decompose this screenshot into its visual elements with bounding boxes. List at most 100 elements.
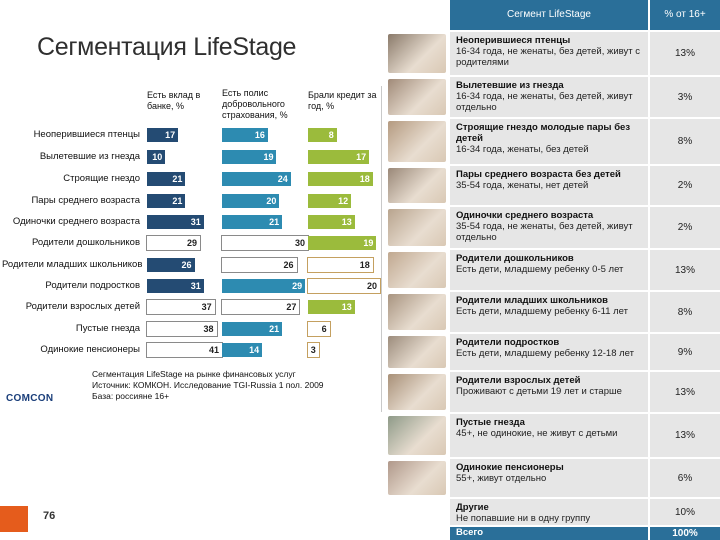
total-row: Всего 100%: [388, 527, 720, 540]
segment-photo: [388, 121, 446, 162]
segment-criteria: 45+, не одинокие, не живут с детьми: [456, 428, 618, 439]
chart-bar: 21: [147, 172, 186, 186]
segment-photo: [388, 336, 446, 368]
segment-pct: 13%: [650, 250, 720, 290]
segment-description-cell: Вылетевшие из гнезда 16-34 года, не женат…: [450, 77, 648, 117]
chart-row-label: Родители подростков: [45, 280, 140, 291]
segment-description-cell: Родители взрослых детей Проживают с детьм…: [450, 372, 648, 412]
segment-pct: 8%: [650, 119, 720, 164]
chart-row-label: Родители младших школьников: [2, 259, 143, 270]
segment-pct: 6%: [650, 459, 720, 497]
total-label: Всего: [456, 527, 484, 538]
footnote-line: Сегментация LifeStage на рынке финансовы…: [92, 369, 296, 379]
table-row: Одиночки среднего возраста 35-54 года, не…: [388, 207, 720, 248]
chart-bar: 16: [222, 128, 268, 142]
segment-pct: 2%: [650, 207, 720, 248]
segment-name: Родители дошкольников: [456, 253, 574, 264]
table-row: Одинокие пенсионеры 55+, живут отдельно 6%: [388, 459, 720, 497]
segment-pct: 2%: [650, 166, 720, 205]
segment-photo: [388, 79, 446, 115]
chart-bar: 10: [147, 150, 166, 164]
legend-deposit: Есть вклад в банке, %: [147, 90, 201, 111]
table-row: Пустые гнезда 45+, не одинокие, не живут …: [388, 414, 720, 457]
chart-bar: 31: [147, 279, 204, 293]
page-title: Сегментация LifeStage: [37, 33, 297, 61]
segment-description-cell: Родители дошкольников Есть дети, младшему…: [450, 250, 648, 290]
segment-photo: [388, 252, 446, 288]
segment-criteria: 16-34 года, женаты, без детей: [456, 144, 589, 155]
segment-name: Пары среднего возраста без детей: [456, 169, 621, 180]
table-row: Строящие гнездо молодые пары без детей 16…: [388, 119, 720, 164]
chart-bar: 21: [222, 215, 283, 229]
chart-bar: 17: [308, 150, 370, 164]
segment-pct: 3%: [650, 77, 720, 117]
segment-criteria: 16-34 года, не женаты, без детей, живут …: [456, 46, 640, 68]
segment-criteria: Есть дети, младшему ребенку 6-11 лет: [456, 306, 628, 317]
segment-description-cell: Другие Не попавшие ни в одну группу: [450, 499, 648, 525]
table-header: Сегмент LifeStage % от 16+: [450, 0, 720, 30]
page-number: 76: [43, 510, 56, 522]
chart-row-label: Родители дошкольников: [32, 237, 140, 248]
chart-row-label: Одинокие пенсионеры: [40, 344, 140, 355]
segment-name: Неоперившиеся птенцы: [456, 35, 571, 46]
segment-description-cell: Строящие гнездо молодые пары без детей 16…: [450, 119, 648, 164]
chart-bar: 18: [308, 172, 373, 186]
comcon-logo: COMCON: [6, 393, 54, 404]
chart-row-label: Одиночки среднего возраста: [12, 216, 140, 227]
legend-credit: Брали кредит за год, %: [308, 90, 377, 111]
segment-photo: [388, 34, 446, 73]
segment-description-cell: Неоперившиеся птенцы 16-34 года, не женат…: [450, 32, 648, 75]
chart-bar: 3: [307, 342, 320, 358]
segment-description-cell: Одинокие пенсионеры 55+, живут отдельно: [450, 459, 648, 497]
segment-name: Другие: [456, 502, 489, 513]
segment-pct: 13%: [650, 414, 720, 457]
segment-description-cell: Одиночки среднего возраста 35-54 года, не…: [450, 207, 648, 248]
chart-bar: 27: [220, 299, 301, 315]
chart-bar: 12: [308, 194, 352, 208]
chart-bar: 29: [145, 235, 202, 251]
col-segment-header: Сегмент LifeStage: [450, 0, 648, 30]
table-row: Родители взрослых детей Проживают с детьм…: [388, 372, 720, 412]
segment-pct: 9%: [650, 334, 720, 370]
segment-photo: [388, 374, 446, 410]
segment-criteria: 55+, живут отдельно: [456, 473, 547, 484]
chart-bar: 29: [222, 279, 306, 293]
segment-criteria: Есть дети, младшему ребенку 0-5 лет: [456, 264, 624, 275]
footnote-line: Источник: КОМКОН. Исследование TGI-Russi…: [92, 380, 324, 390]
segment-photo: [388, 168, 446, 203]
segment-criteria: 16-34 года, не женаты, без детей, живут …: [456, 91, 633, 113]
chart-bar: 21: [222, 322, 283, 336]
legend-insurance: Есть полис добровольного страхования, %: [222, 88, 288, 120]
chart-footnote: Сегментация LifeStage на рынке финансовы…: [92, 369, 324, 402]
segment-table: Сегмент LifeStage % от 16+ Неоперившиеся…: [388, 0, 720, 540]
chart-bar: 18: [307, 257, 374, 273]
lifestage-financial-chart: Есть вклад в банке, % Есть полис доброво…: [0, 86, 382, 412]
chart-bar: 8: [308, 128, 337, 142]
chart-bar: 26: [147, 258, 195, 272]
chart-row-label: Родители взрослых детей: [25, 301, 140, 312]
table-row: Родители подростков Есть дети, младшему р…: [388, 334, 720, 370]
chart-row-label: Пары среднего возраста: [31, 195, 140, 206]
chart-bar: 13: [308, 300, 355, 314]
chart-bar: 19: [308, 236, 377, 250]
segment-criteria: Проживают с детьми 19 лет и старше: [456, 386, 622, 397]
segment-name: Родители младших школьников: [456, 295, 608, 306]
chart-bar: 26: [221, 257, 298, 273]
chart-bar: 37: [146, 299, 216, 315]
orange-accent-block: [0, 506, 28, 532]
table-row: Пары среднего возраста без детей 35-54 го…: [388, 166, 720, 205]
chart-bar: 20: [222, 194, 280, 208]
chart-bar: 13: [308, 215, 355, 229]
segment-name: Пустые гнезда: [456, 417, 525, 428]
chart-bar: 30: [221, 235, 309, 251]
table-row: Родители младших школьников Есть дети, мл…: [388, 292, 720, 332]
chart-bar: 17: [147, 128, 179, 142]
footnote-line: База: россияне 16+: [92, 391, 170, 401]
segment-pct: 13%: [650, 372, 720, 412]
table-row: Неоперившиеся птенцы 16-34 года, не женат…: [388, 32, 720, 75]
segment-name: Строящие гнездо молодые пары без детей: [456, 122, 631, 144]
segment-criteria: 35-54 года, женаты, нет детей: [456, 180, 589, 191]
segment-photo: [388, 416, 446, 455]
total-label-cell: Всего: [450, 527, 648, 540]
chart-bar: 21: [147, 194, 186, 208]
